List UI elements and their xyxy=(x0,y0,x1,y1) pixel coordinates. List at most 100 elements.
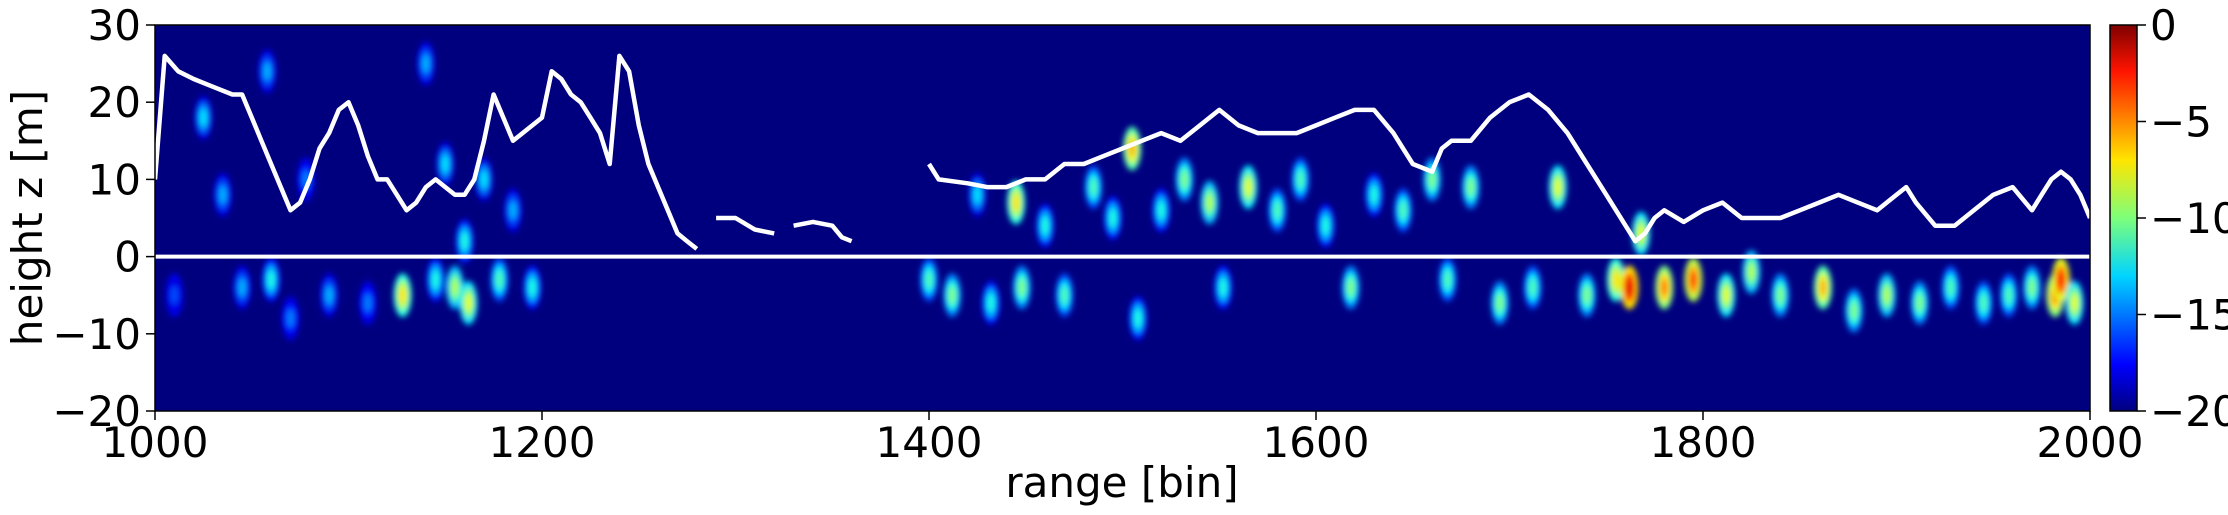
hot-spot-layer xyxy=(1370,185,1378,204)
hot-spot-layer xyxy=(1747,263,1755,282)
heatmap-hot-spot xyxy=(213,172,232,217)
heatmap-hot-spot xyxy=(1103,196,1122,240)
hot-spot-layer xyxy=(1444,270,1452,289)
hot-spot-layer xyxy=(1689,270,1697,289)
hot-spot-layer xyxy=(1916,293,1924,312)
x-tick-label: 1800 xyxy=(1650,418,1757,467)
hot-spot-layer xyxy=(1496,293,1504,312)
heatmap-hot-spot xyxy=(262,257,281,302)
hot-spot-layer xyxy=(1060,286,1068,305)
hot-spot-layer xyxy=(1625,278,1633,297)
heatmap-hot-spot xyxy=(1548,165,1567,210)
heatmap-hot-spot xyxy=(1128,296,1147,341)
heatmap-hot-spot xyxy=(445,265,464,310)
hot-spot-layer xyxy=(1583,286,1591,305)
heatmap-hot-spot xyxy=(968,172,987,217)
hot-spot-layer xyxy=(325,286,333,305)
heatmap-hot-spot xyxy=(281,296,300,341)
hot-spot-layer xyxy=(1980,293,1988,312)
hot-spot-layer xyxy=(2057,270,2065,289)
y-axis: −20 −10 0 10 20 30 xyxy=(52,1,155,436)
hot-spot-layer xyxy=(1206,193,1214,212)
colorbar-tick-label: −20 xyxy=(2150,387,2228,436)
heatmap-hot-spot xyxy=(358,280,377,325)
heatmap-hot-spot xyxy=(1523,265,1542,310)
hot-spot-layer xyxy=(480,170,488,189)
hot-spot-layer xyxy=(1134,309,1142,328)
heatmap-hot-spot xyxy=(1438,257,1457,302)
hot-spot-layer xyxy=(170,286,178,305)
x-tick-label: 1000 xyxy=(102,418,209,467)
hot-spot-layer xyxy=(1273,201,1281,220)
plot-frame xyxy=(154,24,2091,412)
series-line-segment xyxy=(716,215,775,236)
heatmap-hot-spot xyxy=(455,219,474,264)
heatmap-hot-spot xyxy=(1012,265,1031,310)
hot-spot-layer xyxy=(267,270,275,289)
heatmap-hot-spot xyxy=(1214,265,1233,310)
heatmap-hot-spot xyxy=(1268,188,1287,233)
hot-spot-layer xyxy=(1529,278,1537,297)
heatmap-hot-spot xyxy=(1291,157,1310,202)
hot-spot-layer xyxy=(495,270,503,289)
hot-spot-layer xyxy=(2028,278,2036,297)
heatmap-hot-spot xyxy=(1084,165,1103,210)
x-axis-label: range [bin] xyxy=(1005,458,1238,507)
hot-spot-layer xyxy=(1947,278,1955,297)
heatmap-hot-spot xyxy=(2022,265,2041,310)
hot-spot-layer xyxy=(399,286,407,305)
heatmap-hot-spot xyxy=(1152,188,1171,233)
hot-spot-layer xyxy=(1660,278,1668,297)
hot-spot-layer xyxy=(1244,178,1252,197)
hot-spot-layer xyxy=(1722,286,1730,305)
hot-spot-layer xyxy=(1819,278,1827,297)
hot-spot-layer xyxy=(1467,178,1475,197)
hot-spot-layer xyxy=(1776,286,1784,305)
heatmap-hot-spot xyxy=(320,273,339,318)
x-tick-label: 1600 xyxy=(1263,418,1370,467)
heatmap-hot-spot xyxy=(436,141,455,186)
hot-spot-layer xyxy=(1612,270,1620,289)
heatmap-hot-spot xyxy=(1771,273,1790,318)
y-tick-label: 20 xyxy=(88,78,141,127)
heatmap-hot-spot xyxy=(296,157,315,202)
hot-spot-layer xyxy=(1089,178,1097,197)
series-line-segment xyxy=(155,53,699,251)
heatmap-hot-spot xyxy=(1999,273,2018,318)
hot-spot-layer xyxy=(948,286,956,305)
heatmap-hot-spot xyxy=(1394,188,1413,233)
hot-spot-layer xyxy=(238,278,246,297)
colorbar: 0 −5 −10 −15 −20 xyxy=(2109,1,2228,436)
hot-spot-layer xyxy=(451,278,459,297)
heatmap-hot-spot xyxy=(1655,265,1674,310)
heatmap-hot-spot xyxy=(943,273,962,318)
heatmap-hot-spot xyxy=(981,280,1000,325)
colorbar-gradient xyxy=(2109,24,2138,412)
colorbar-tick-label: 0 xyxy=(2150,1,2177,50)
heatmap-hot-spot xyxy=(426,257,445,302)
hot-spot-layer xyxy=(2005,286,2013,305)
hot-spot-layer xyxy=(464,293,472,312)
hot-spot-layer xyxy=(1883,286,1891,305)
heatmap-hot-spot xyxy=(1941,265,1960,310)
hot-spot-layer xyxy=(1850,301,1858,320)
heatmap-hot-spot xyxy=(194,95,213,140)
hot-spot-layer xyxy=(441,154,449,173)
heatmap-hot-spot xyxy=(1123,126,1142,171)
hot-spot-layer xyxy=(987,293,995,312)
heatmap-hot-spot xyxy=(393,273,412,318)
colorbar-tick-label: −10 xyxy=(2150,194,2228,243)
hot-spot-layer xyxy=(422,54,430,73)
heatmap-hot-spot xyxy=(1200,180,1219,225)
hot-spot-layer xyxy=(1428,170,1436,189)
heatmap-hot-spot xyxy=(503,188,522,233)
hot-spot-layer xyxy=(528,278,536,297)
x-tick-label: 2000 xyxy=(2037,418,2144,467)
y-tick-label: 30 xyxy=(88,1,141,50)
heatmap-hot-spot xyxy=(1974,280,1993,325)
heatmap-hot-spot xyxy=(258,49,277,94)
hot-spot-layer xyxy=(219,185,227,204)
heatmap-hot-spot xyxy=(474,157,493,202)
hot-spot-layer xyxy=(1157,201,1165,220)
